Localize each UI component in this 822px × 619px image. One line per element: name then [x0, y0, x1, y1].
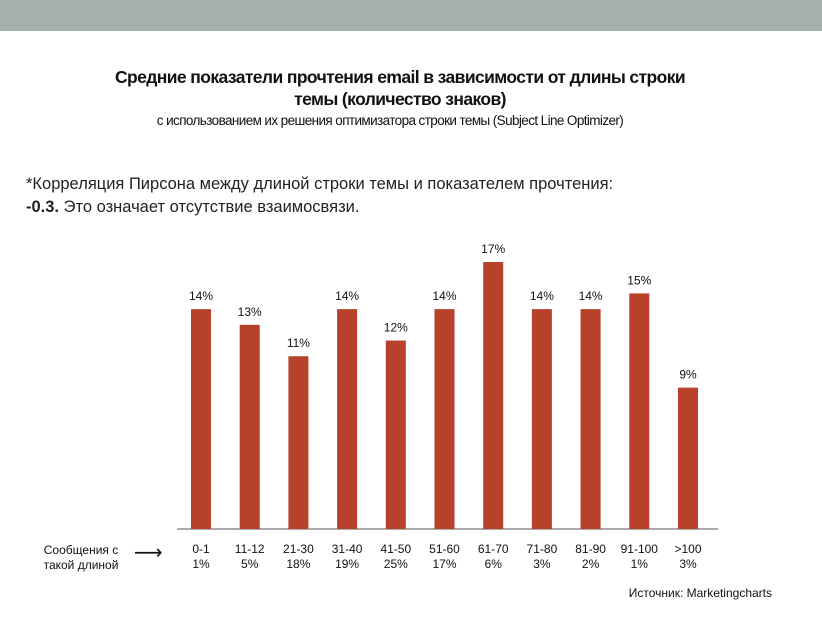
share-label-41-50: 25% — [384, 557, 408, 571]
category-label-0-1: 0-1 — [192, 542, 210, 556]
category-label-61-70: 61-70 — [478, 542, 509, 556]
bar->100 — [678, 387, 698, 529]
share-label-0-1: 1% — [192, 557, 210, 571]
category-label-31-40: 31-40 — [332, 542, 363, 556]
value-label-41-50: 12% — [384, 321, 408, 335]
legend-line-2: такой длиной — [43, 558, 119, 572]
x-axis-legend-label: Сообщения с такой длиной — [26, 543, 136, 573]
bar-21-30 — [288, 356, 309, 529]
note-line-2: -0.3. Это означает отсутствие взаимосвяз… — [26, 196, 613, 219]
correlation-value: -0.3. — [26, 198, 60, 216]
value-label-91-100: 15% — [627, 273, 651, 287]
value-label-61-70: 17% — [481, 242, 505, 256]
share-label-81-90: 2% — [582, 557, 600, 571]
share-label-31-40: 19% — [335, 557, 359, 571]
category-label-41-50: 41-50 — [380, 542, 411, 556]
category-label-11-12: 11-12 — [235, 542, 265, 556]
value-label-81-90: 14% — [579, 289, 603, 303]
title-line-2: темы (количество знаков) — [294, 89, 506, 109]
category-label-71-80: 71-80 — [527, 542, 558, 556]
share-label-61-70: 6% — [485, 557, 503, 571]
legend-line-1: Сообщения с — [43, 543, 119, 557]
category-label-81-90: 81-90 — [575, 542, 606, 556]
share-label-11-12: 5% — [241, 557, 259, 571]
source-label: Источник: Marketingcharts — [628, 586, 772, 600]
category-label-91-100: 91-100 — [621, 542, 659, 556]
value-label-21-30: 11% — [287, 336, 310, 350]
chart-subtitle: с использованием их решения оптимизатора… — [156, 113, 624, 128]
share-label-71-80: 3% — [533, 557, 551, 571]
share-label-21-30: 18% — [286, 557, 310, 571]
bar-81-90 — [580, 309, 601, 529]
share-label-91-100: 1% — [631, 557, 649, 571]
bar-11-12 — [239, 324, 260, 529]
value-label-0-1: 14% — [189, 289, 213, 303]
bar-31-40 — [337, 309, 358, 529]
bar-91-100 — [629, 293, 650, 529]
value-label-11-12: 13% — [238, 305, 262, 319]
value-label-31-40: 14% — [335, 289, 359, 303]
note-line-2-text: Это означает отсутствие взаимосвязи. — [59, 198, 360, 216]
value-label-71-80: 14% — [530, 289, 554, 303]
value-label-51-60: 14% — [432, 289, 456, 303]
bar-0-1 — [191, 309, 211, 529]
arrow-right-icon: ⟶ — [134, 542, 163, 564]
category-label->100: >100 — [674, 542, 701, 556]
bar-71-80 — [531, 309, 552, 529]
category-label-21-30: 21-30 — [283, 542, 314, 556]
category-label-51-60: 51-60 — [429, 542, 460, 556]
note-line-1: *Корреляция Пирсона между длиной строки … — [26, 175, 614, 193]
bar-61-70 — [483, 262, 504, 529]
share-label->100: 3% — [679, 557, 697, 571]
title-line-1: Средние показатели прочтения email в зав… — [114, 67, 686, 87]
bar-51-60 — [434, 309, 455, 529]
top-decor-band — [0, 0, 822, 31]
chart-title: Средние показатели прочтения email в зав… — [20, 66, 780, 110]
bar-41-50 — [385, 340, 406, 529]
value-label->100: 9% — [679, 368, 697, 382]
correlation-note: *Корреляция Пирсона между длиной строки … — [26, 173, 613, 219]
share-label-51-60: 17% — [432, 557, 456, 571]
